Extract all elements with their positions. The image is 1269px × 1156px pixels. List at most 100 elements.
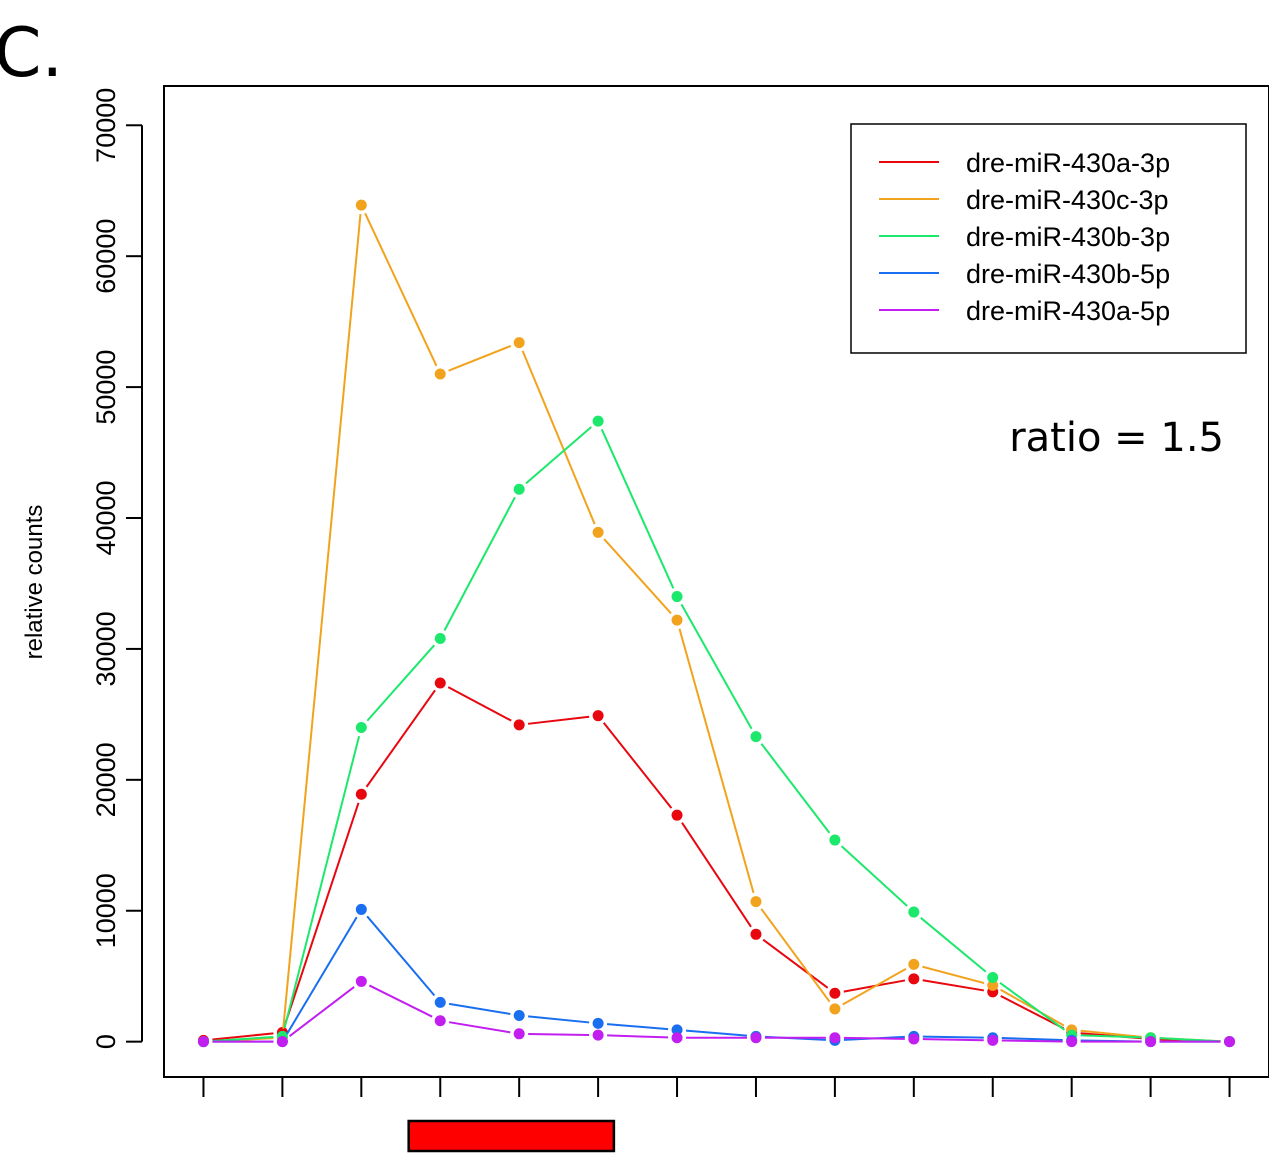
data-point <box>513 337 525 349</box>
series-line-segment <box>288 986 355 1037</box>
y-tick-label: 60000 <box>91 219 121 294</box>
series-line-segment <box>366 644 436 722</box>
data-point <box>671 614 683 626</box>
data-point <box>671 809 683 821</box>
data-point <box>434 368 446 380</box>
series-line-segment <box>762 938 829 989</box>
panel-label: C. <box>0 14 63 93</box>
series-line-segment <box>448 1021 511 1034</box>
series-line-segment <box>681 822 752 928</box>
y-tick-label: 70000 <box>91 88 121 163</box>
data-point <box>750 731 762 743</box>
data-point <box>829 1032 841 1044</box>
series-line-segment <box>1000 995 1065 1030</box>
series-line-segment <box>603 538 672 615</box>
data-point <box>829 1003 841 1015</box>
series-dre-mir-430b-5p <box>197 903 1236 1048</box>
series-line-segment <box>521 350 596 525</box>
series-line-segment <box>606 1023 669 1031</box>
data-point <box>513 483 525 495</box>
data-point <box>513 1009 525 1021</box>
data-point <box>355 721 367 733</box>
series-line-segment <box>368 984 433 1018</box>
series-dre-mir-430a-5p <box>197 975 1236 1048</box>
series-line-segment <box>1080 1029 1142 1038</box>
data-point <box>908 906 920 918</box>
legend-label: dre-miR-430c-3p <box>966 185 1169 215</box>
series-line-segment <box>1000 988 1065 1027</box>
series-line-segment <box>286 916 358 1035</box>
series-line-segment <box>528 1032 590 1036</box>
data-point <box>829 834 841 846</box>
series-line-segment <box>366 915 436 997</box>
series-line-segment <box>680 603 753 730</box>
data-point <box>908 958 920 970</box>
series-line-segment <box>283 735 361 1028</box>
series-line-segment <box>212 1032 274 1041</box>
series-line-segment <box>760 908 831 1003</box>
data-point <box>671 591 683 603</box>
y-axis: 0 10000 20000 30000 40000 50000 60000 70000 <box>91 88 143 1049</box>
series-line-segment <box>760 743 831 834</box>
data-point <box>276 1036 288 1048</box>
data-point <box>513 1028 525 1040</box>
data-point <box>671 1024 683 1036</box>
legend-label: dre-miR-430b-3p <box>966 222 1170 252</box>
series-line-segment <box>525 426 592 485</box>
data-point <box>434 632 446 644</box>
series-layer <box>197 199 1236 1048</box>
data-point <box>987 979 999 991</box>
series-line-segment <box>922 1035 984 1039</box>
data-point <box>355 199 367 211</box>
series-line-segment <box>922 1038 984 1042</box>
series-line-segment <box>528 715 590 725</box>
series-line-segment <box>364 212 438 367</box>
data-point <box>355 975 367 987</box>
y-tick-label: 20000 <box>91 742 121 817</box>
legend-label: dre-miR-430a-5p <box>966 296 1170 326</box>
series-line-segment <box>602 722 673 809</box>
data-point <box>750 1032 762 1044</box>
series-dre-mir-430b-3p <box>197 415 1236 1048</box>
series-line-segment <box>607 1034 669 1039</box>
highlight-bar <box>407 1119 616 1153</box>
y-tick-label: 40000 <box>91 480 121 555</box>
data-point <box>434 677 446 689</box>
data-point <box>908 1033 920 1045</box>
series-line-segment <box>600 428 675 589</box>
legend: dre-miR-430a-3p dre-miR-430c-3p dre-miR-43… <box>850 123 1247 354</box>
series-line-segment <box>922 965 985 985</box>
data-point <box>513 719 525 731</box>
data-point <box>1066 1036 1078 1048</box>
series-line-segment <box>1080 1034 1142 1039</box>
data-point <box>1224 1036 1236 1048</box>
data-point <box>434 996 446 1008</box>
ratio-annotation: ratio = 1.5 <box>1009 415 1224 461</box>
data-point <box>592 526 604 538</box>
y-tick-label: 0 <box>91 1034 121 1049</box>
series-line-segment <box>922 979 985 992</box>
series-line-segment <box>840 845 908 907</box>
data-point <box>592 1017 604 1029</box>
series-line-segment <box>212 1036 274 1043</box>
series-line-segment <box>1001 1039 1063 1043</box>
y-tick-label: 30000 <box>91 611 121 686</box>
y-tick-label: 10000 <box>91 873 121 948</box>
data-point <box>592 1029 604 1041</box>
series-line-segment <box>365 689 436 788</box>
y-tick-label: 50000 <box>91 350 121 425</box>
series-line-segment <box>678 628 755 894</box>
series-line-segment <box>843 1036 905 1040</box>
legend-label: dre-miR-430a-3p <box>966 148 1170 178</box>
data-point <box>987 972 999 984</box>
data-point <box>908 973 920 985</box>
series-line-segment <box>999 982 1065 1031</box>
data-point <box>750 896 762 908</box>
data-point <box>592 710 604 722</box>
series-line-segment <box>443 496 516 631</box>
series-line-segment <box>528 1015 590 1024</box>
series-line-segment <box>447 686 512 722</box>
series-line-segment <box>920 917 987 973</box>
data-point <box>355 788 367 800</box>
